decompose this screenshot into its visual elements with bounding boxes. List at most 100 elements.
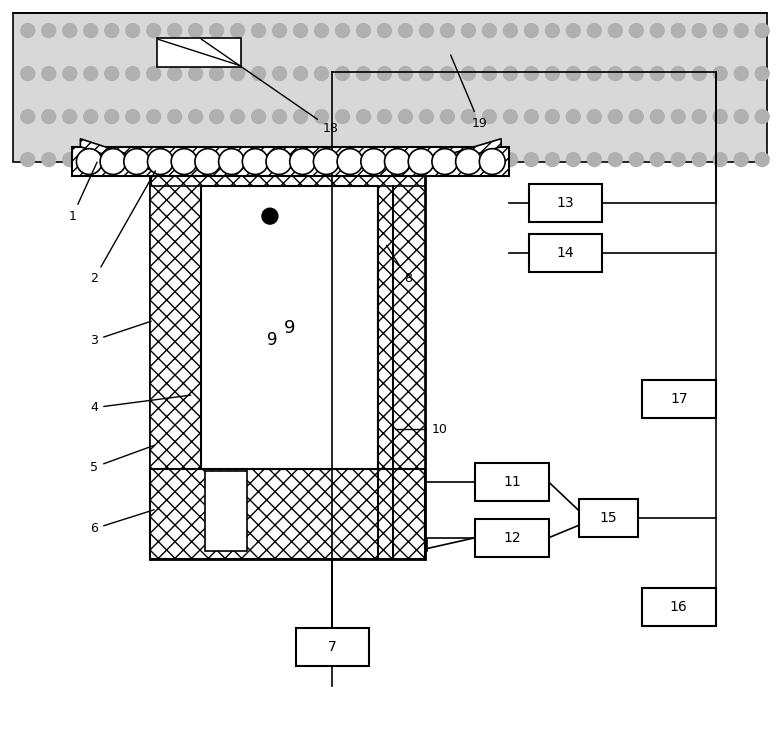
Circle shape xyxy=(525,67,538,81)
Circle shape xyxy=(608,67,622,81)
Circle shape xyxy=(105,153,119,167)
Circle shape xyxy=(63,67,77,81)
Circle shape xyxy=(503,153,518,167)
Text: 16: 16 xyxy=(670,600,687,614)
Circle shape xyxy=(651,153,664,167)
Circle shape xyxy=(210,23,224,37)
Bar xyxy=(475,463,549,501)
Bar xyxy=(642,380,716,418)
Circle shape xyxy=(630,109,643,123)
Circle shape xyxy=(147,149,173,175)
Bar xyxy=(205,471,247,550)
Circle shape xyxy=(100,149,126,175)
Circle shape xyxy=(399,23,413,37)
Circle shape xyxy=(84,67,98,81)
Circle shape xyxy=(262,208,278,224)
Circle shape xyxy=(356,109,370,123)
Bar xyxy=(150,469,424,559)
Circle shape xyxy=(408,149,434,175)
Text: 18: 18 xyxy=(201,39,338,135)
Circle shape xyxy=(461,67,475,81)
Text: 19: 19 xyxy=(451,55,487,130)
Polygon shape xyxy=(81,139,150,170)
Circle shape xyxy=(242,149,268,175)
Text: 9: 9 xyxy=(267,331,277,349)
Circle shape xyxy=(503,109,518,123)
Circle shape xyxy=(384,149,410,175)
Circle shape xyxy=(294,23,308,37)
Circle shape xyxy=(251,109,265,123)
Bar xyxy=(529,184,602,222)
Bar xyxy=(201,186,378,469)
Circle shape xyxy=(525,109,538,123)
Circle shape xyxy=(651,67,664,81)
Circle shape xyxy=(546,153,559,167)
Circle shape xyxy=(608,23,622,37)
Circle shape xyxy=(756,23,769,37)
Circle shape xyxy=(587,23,601,37)
Circle shape xyxy=(21,67,34,81)
Circle shape xyxy=(441,23,454,37)
Circle shape xyxy=(692,23,706,37)
Circle shape xyxy=(171,149,197,175)
Circle shape xyxy=(546,109,559,123)
Circle shape xyxy=(218,149,244,175)
Circle shape xyxy=(272,23,287,37)
Circle shape xyxy=(461,109,475,123)
Circle shape xyxy=(251,67,265,81)
Circle shape xyxy=(168,109,182,123)
Circle shape xyxy=(356,153,370,167)
Circle shape xyxy=(420,109,434,123)
Circle shape xyxy=(189,67,203,81)
Circle shape xyxy=(189,109,203,123)
Circle shape xyxy=(713,23,727,37)
Circle shape xyxy=(21,153,34,167)
Circle shape xyxy=(315,67,329,81)
Circle shape xyxy=(315,109,329,123)
Circle shape xyxy=(21,109,34,123)
Text: 12: 12 xyxy=(503,531,521,545)
Text: 13: 13 xyxy=(557,196,575,210)
Circle shape xyxy=(336,23,349,37)
Circle shape xyxy=(671,67,685,81)
Circle shape xyxy=(456,149,482,175)
Bar xyxy=(150,161,424,559)
Bar xyxy=(13,12,767,161)
Circle shape xyxy=(420,23,434,37)
Circle shape xyxy=(692,109,706,123)
Bar xyxy=(378,186,424,469)
Circle shape xyxy=(84,153,98,167)
Bar xyxy=(642,589,716,626)
Text: 11: 11 xyxy=(503,475,521,489)
Circle shape xyxy=(231,23,244,37)
Bar xyxy=(296,628,369,666)
Circle shape xyxy=(336,153,349,167)
Circle shape xyxy=(651,23,664,37)
Polygon shape xyxy=(424,139,501,170)
Text: 9: 9 xyxy=(284,319,295,337)
Circle shape xyxy=(315,23,329,37)
Circle shape xyxy=(337,149,363,175)
Circle shape xyxy=(587,153,601,167)
Circle shape xyxy=(441,153,454,167)
Circle shape xyxy=(189,153,203,167)
Text: 6: 6 xyxy=(90,509,154,535)
Circle shape xyxy=(630,67,643,81)
Circle shape xyxy=(41,109,56,123)
Bar xyxy=(157,37,241,68)
Circle shape xyxy=(126,153,139,167)
Circle shape xyxy=(566,109,580,123)
Circle shape xyxy=(41,67,56,81)
Circle shape xyxy=(587,67,601,81)
Circle shape xyxy=(479,149,505,175)
Circle shape xyxy=(63,23,77,37)
Circle shape xyxy=(105,109,119,123)
Bar xyxy=(73,147,509,176)
Text: 2: 2 xyxy=(90,171,155,286)
Text: 15: 15 xyxy=(600,511,617,525)
Circle shape xyxy=(41,153,56,167)
Circle shape xyxy=(503,67,518,81)
Circle shape xyxy=(168,23,182,37)
Text: 1: 1 xyxy=(68,162,97,222)
Text: 10: 10 xyxy=(395,423,448,436)
